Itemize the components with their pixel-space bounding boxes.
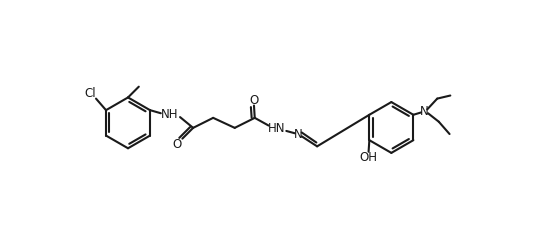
Text: NH: NH: [161, 108, 179, 121]
Text: O: O: [172, 138, 182, 151]
Text: N: N: [294, 128, 302, 141]
Text: N: N: [420, 105, 429, 118]
Text: HN: HN: [268, 122, 285, 135]
Text: Cl: Cl: [85, 87, 96, 100]
Text: O: O: [249, 94, 259, 107]
Text: OH: OH: [360, 151, 377, 164]
